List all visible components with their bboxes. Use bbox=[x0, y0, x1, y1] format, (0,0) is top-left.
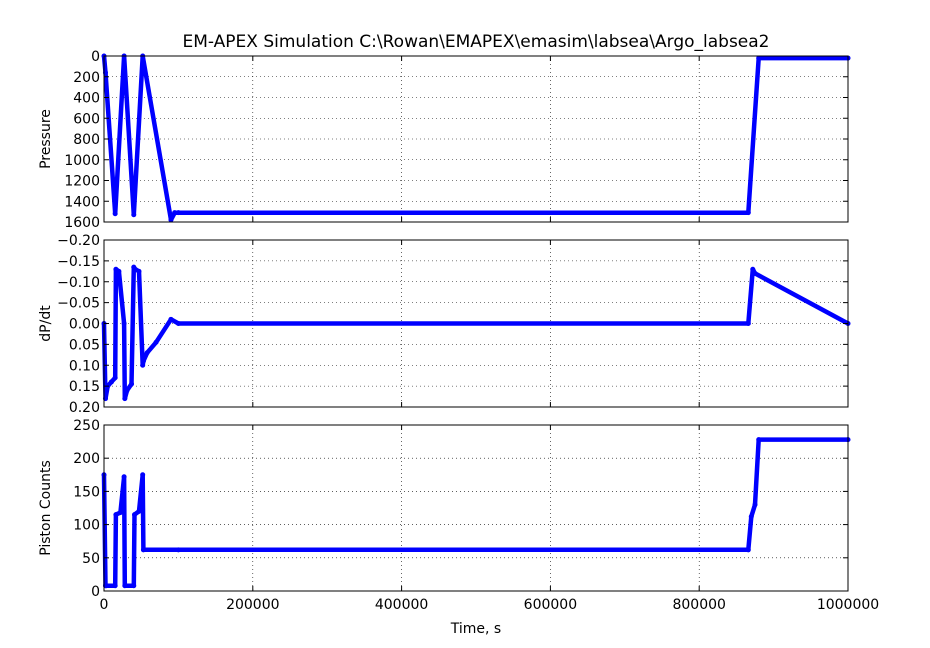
y-tick-label: 0 bbox=[91, 49, 100, 65]
data-point bbox=[172, 210, 178, 216]
y-tick-label: 200 bbox=[73, 451, 100, 467]
y-tick-label: 1400 bbox=[64, 194, 100, 210]
y-tick-label: −0.15 bbox=[57, 254, 100, 270]
y-tick-label: 100 bbox=[73, 518, 100, 534]
data-point bbox=[136, 268, 142, 274]
panel-2: −0.20 −0.15 −0.10 −0.05 0.00 0.05 0.10 0.15 0.20… bbox=[38, 233, 851, 416]
data-point bbox=[112, 375, 118, 381]
y-tick-label: 400 bbox=[73, 91, 100, 107]
data-point bbox=[122, 396, 128, 402]
plot-frame bbox=[103, 424, 849, 592]
y-tick-label: 0.20 bbox=[69, 400, 100, 416]
data-point bbox=[756, 55, 762, 61]
y-tick-label: 800 bbox=[73, 132, 100, 148]
data-point bbox=[140, 362, 146, 368]
data-point bbox=[175, 547, 181, 553]
panel-3: 0 50 100 150 200 250 0 200000 400000 600000 800000… bbox=[38, 418, 879, 613]
data-point bbox=[131, 212, 137, 218]
data-point bbox=[121, 474, 127, 480]
data-point bbox=[175, 210, 181, 216]
data-point bbox=[144, 350, 150, 356]
figure-title: EM-APEX Simulation C:\Rowan\EMAPEX\emasi… bbox=[183, 32, 770, 52]
y-tick-label: 150 bbox=[73, 484, 100, 500]
x-axis-label: Time, s bbox=[450, 621, 501, 637]
data-point bbox=[140, 358, 146, 364]
y-tick-label: −0.05 bbox=[57, 296, 100, 312]
y-tick-label: 0.05 bbox=[69, 337, 100, 353]
x-tick-label: 800000 bbox=[672, 597, 725, 613]
data-point bbox=[136, 508, 142, 514]
data-point bbox=[140, 472, 146, 478]
x-tick-label: 600000 bbox=[524, 597, 577, 613]
data-point bbox=[116, 268, 122, 274]
data-point bbox=[752, 502, 758, 508]
x-tick-label: 0 bbox=[100, 597, 109, 613]
data-point bbox=[112, 211, 118, 217]
data-point bbox=[129, 381, 135, 387]
data-point bbox=[756, 437, 762, 443]
y-axis-label: Piston Counts bbox=[38, 460, 54, 556]
x-tick-label: 200000 bbox=[226, 597, 279, 613]
data-point bbox=[132, 512, 138, 518]
y-tick-label: 200 bbox=[73, 70, 100, 86]
data-point bbox=[132, 266, 138, 272]
y-axis-label: dP/dt bbox=[38, 305, 54, 342]
series-line bbox=[101, 264, 851, 401]
data-point bbox=[168, 316, 174, 322]
data-point bbox=[112, 583, 118, 589]
y-tick-label: 1000 bbox=[64, 153, 100, 169]
data-point bbox=[745, 547, 751, 553]
data-point bbox=[752, 270, 758, 276]
data-point bbox=[124, 387, 130, 393]
x-tick-label: 1000000 bbox=[817, 597, 879, 613]
y-tick-label: 0 bbox=[91, 584, 100, 600]
y-tick-label: 1200 bbox=[64, 174, 100, 190]
y-tick-label: −0.20 bbox=[57, 233, 100, 249]
data-point bbox=[168, 217, 174, 223]
data-point bbox=[140, 547, 146, 553]
y-tick-label: 250 bbox=[73, 418, 100, 434]
series-line bbox=[101, 437, 851, 588]
data-point bbox=[745, 321, 751, 326]
data-point bbox=[131, 583, 137, 589]
data-point bbox=[748, 514, 754, 520]
y-tick-label: −0.10 bbox=[57, 275, 100, 291]
data-point bbox=[122, 583, 128, 589]
data-point bbox=[750, 266, 756, 272]
series-line bbox=[101, 53, 851, 223]
data-point bbox=[153, 339, 159, 345]
y-axis-label: Pressure bbox=[38, 109, 54, 169]
data-point bbox=[745, 210, 751, 216]
y-tick-label: 1600 bbox=[64, 215, 100, 231]
y-tick-label: 0.00 bbox=[69, 317, 100, 333]
y-tick-label: 600 bbox=[73, 111, 100, 127]
y-tick-label: 0.15 bbox=[69, 379, 100, 395]
x-tick-label: 400000 bbox=[375, 597, 428, 613]
data-point bbox=[121, 321, 127, 326]
data-point bbox=[117, 510, 123, 516]
data-point bbox=[175, 321, 181, 326]
y-tick-label: 50 bbox=[82, 551, 100, 567]
panel-1: 0 200 400 600 800 1000 1200 1400 1600 Pressure bbox=[38, 49, 851, 231]
data-point bbox=[108, 379, 114, 385]
data-point bbox=[103, 583, 109, 589]
data-point bbox=[113, 512, 119, 518]
y-tick-label: 0.10 bbox=[69, 358, 100, 374]
